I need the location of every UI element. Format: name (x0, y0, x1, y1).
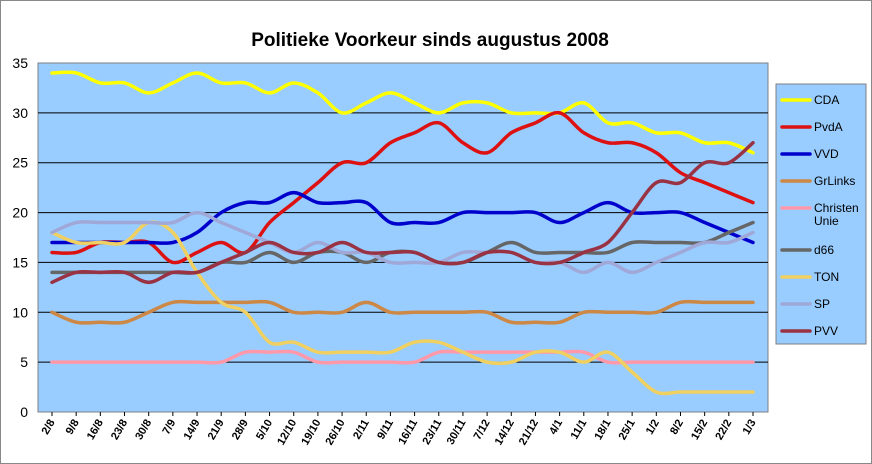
y-tick-label: 35 (12, 55, 28, 71)
series-line-ton (50, 220, 755, 396)
y-tick-label: 10 (12, 304, 28, 320)
series-line-pvv (50, 141, 755, 285)
series-line-cda (50, 70, 755, 155)
legend-label-grlinks: GrLinks (814, 174, 855, 188)
series-line-vvd (50, 190, 755, 245)
y-tick-label: 0 (20, 404, 28, 420)
legend-label-sp: SP (814, 297, 830, 311)
legend: CDA PvdA VVD GrLinks Christen Unie d66 TON SP PVV (775, 83, 867, 345)
y-tick-label: 15 (12, 254, 28, 270)
y-tick-label: 5 (20, 354, 28, 370)
legend-label-christen-unie: Christen Unie (814, 201, 859, 228)
series-line-grlinks (50, 299, 755, 325)
y-tick-label: 25 (12, 155, 28, 171)
series-lines (50, 70, 755, 396)
series-line-sp (50, 210, 755, 275)
legend-label-vvd: VVD (814, 147, 839, 161)
legend-label-pvda: PvdA (814, 120, 843, 134)
plot-area (37, 62, 769, 413)
series-line-pvda (50, 110, 755, 265)
legend-label-cda: CDA (814, 93, 839, 107)
y-axis-ticks: 0 5 10 15 20 25 30 35 (12, 55, 28, 420)
legend-label-ton: TON (814, 270, 839, 284)
legend-label-d66: d66 (814, 243, 834, 257)
y-tick-label: 20 (12, 205, 28, 221)
legend-label-pvv: PVV (814, 324, 838, 338)
chart-title: Politieke Voorkeur sinds augustus 2008 (251, 30, 609, 51)
series-line-christen-unie (50, 349, 755, 365)
y-tick-label: 30 (12, 105, 28, 121)
